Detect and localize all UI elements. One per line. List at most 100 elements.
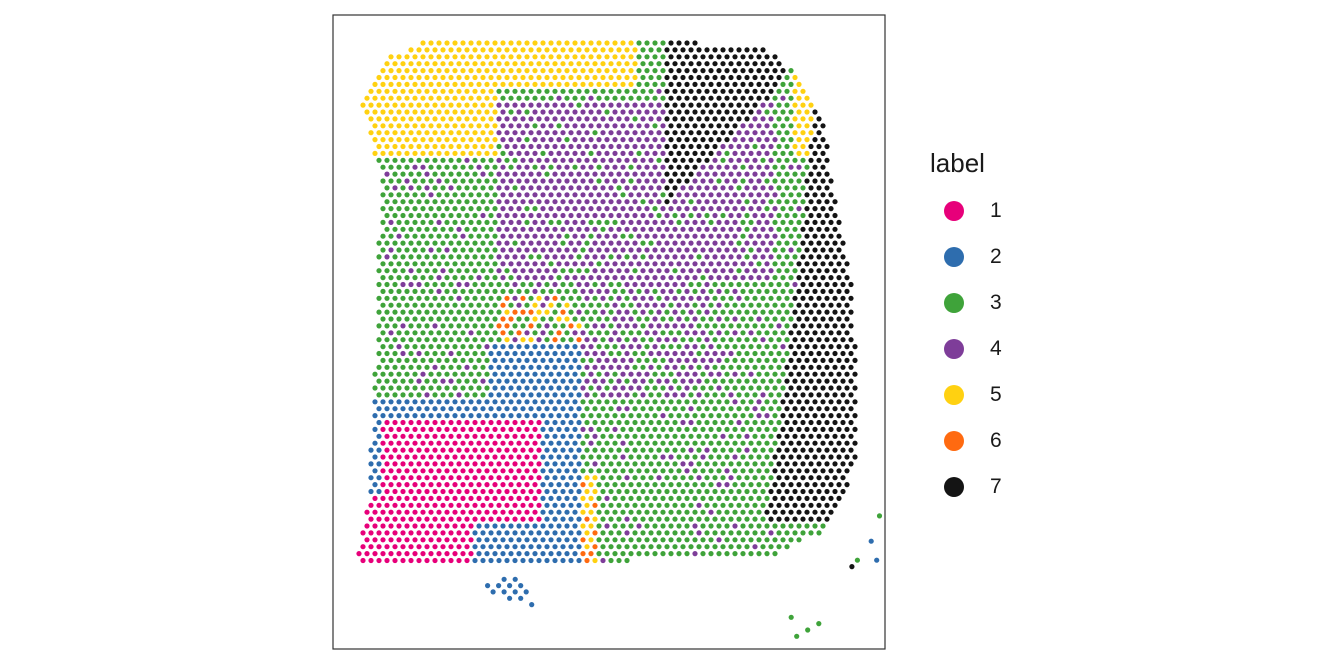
spot-label-7 — [804, 178, 810, 184]
spot-label-7 — [816, 185, 822, 191]
spot-label-3 — [656, 295, 662, 301]
spot-label-1 — [484, 495, 490, 501]
spot-label-5 — [416, 116, 422, 122]
spot-label-3 — [700, 316, 706, 322]
spot-label-1 — [500, 468, 506, 474]
spot-label-3 — [620, 413, 626, 419]
spot-label-3 — [404, 206, 410, 212]
spot-label-4 — [724, 178, 730, 184]
spot-label-4 — [544, 116, 550, 122]
spot-label-7 — [840, 433, 846, 439]
spot-label-7 — [828, 482, 834, 488]
spot-label-4 — [400, 323, 406, 329]
spot-label-7 — [804, 440, 810, 446]
spot-label-2 — [568, 502, 574, 508]
spot-label-4 — [748, 275, 754, 281]
spot-label-4 — [540, 178, 546, 184]
spot-label-3 — [600, 461, 606, 467]
spot-label-4 — [620, 219, 626, 225]
spot-label-3 — [748, 454, 754, 460]
spot-label-3 — [700, 344, 706, 350]
spot-label-3 — [608, 502, 614, 508]
spot-label-3 — [728, 309, 734, 315]
spot-label-3 — [752, 447, 758, 453]
spot-label-7 — [712, 88, 718, 94]
spot-label-7 — [684, 150, 690, 156]
spot-label-7 — [812, 247, 818, 253]
spot-label-3 — [428, 357, 434, 363]
spot-label-5 — [396, 95, 402, 101]
spot-label-7 — [696, 47, 702, 53]
spot-label-1 — [424, 530, 430, 536]
spot-label-3 — [448, 212, 454, 219]
spot-label-5 — [624, 61, 630, 67]
spot-label-3 — [452, 233, 458, 239]
spot-label-3 — [692, 302, 698, 308]
spot-label-2 — [560, 530, 566, 536]
spot-label-7 — [840, 419, 846, 426]
spot-label-3 — [492, 206, 498, 212]
spot-label-3 — [740, 440, 746, 446]
spot-label-5 — [448, 88, 454, 94]
spot-label-2 — [496, 392, 502, 398]
spot-label-3 — [608, 557, 614, 564]
spot-label-4 — [768, 143, 774, 150]
spot-label-3 — [460, 178, 466, 184]
spot-label-3 — [620, 551, 626, 557]
spot-label-3 — [412, 206, 418, 212]
spot-label-7 — [696, 102, 702, 108]
spot-label-3 — [600, 88, 606, 94]
spot-label-2 — [560, 447, 566, 453]
spot-label-7 — [808, 323, 814, 329]
spot-label-1 — [428, 537, 434, 543]
spot-label-4 — [652, 330, 658, 336]
spot-label-5 — [524, 81, 530, 87]
spot-label-3 — [604, 468, 610, 474]
spot-label-3 — [588, 357, 594, 363]
spot-label-4 — [508, 233, 514, 239]
spot-label-7 — [732, 95, 738, 101]
spot-label-4 — [680, 392, 686, 398]
spot-label-4 — [708, 344, 714, 350]
spot-label-3 — [660, 537, 666, 543]
spot-label-5 — [796, 150, 802, 156]
spot-label-3 — [468, 261, 474, 267]
spot-label-3 — [668, 495, 674, 501]
spot-label-3 — [772, 523, 778, 529]
spot-label-7 — [788, 413, 794, 419]
spot-label-7 — [664, 143, 670, 150]
spot-label-4 — [572, 247, 578, 253]
spot-label-3 — [592, 88, 598, 94]
spot-label-1 — [376, 544, 382, 550]
legend-label-1: 1 — [990, 199, 1002, 222]
spot-label-4 — [612, 426, 618, 432]
spot-label-3 — [392, 337, 398, 343]
spot-label-3 — [628, 440, 634, 446]
spot-label-3 — [668, 551, 674, 557]
spot-label-4 — [568, 143, 574, 150]
spot-label-3 — [772, 219, 778, 225]
spot-label-3 — [728, 516, 734, 522]
spot-label-1 — [520, 488, 526, 495]
spot-label-5 — [392, 143, 398, 150]
spot-label-3 — [448, 199, 454, 205]
spot-label-3 — [404, 247, 410, 253]
spot-label-1 — [400, 433, 406, 439]
spot-label-7 — [812, 192, 818, 198]
spot-label-3 — [608, 254, 614, 260]
spot-label-7 — [796, 509, 802, 515]
spot-label-3 — [376, 281, 382, 288]
spot-label-3 — [472, 309, 478, 315]
spot-label-4 — [576, 281, 582, 288]
spot-label-7 — [824, 488, 830, 495]
spot-label-5 — [468, 95, 474, 101]
spot-label-3 — [632, 544, 638, 550]
spot-label-2 — [476, 551, 482, 557]
spot-label-7 — [848, 281, 854, 288]
spot-label-7 — [804, 219, 810, 225]
spot-label-2 — [528, 364, 534, 370]
spot-label-3 — [636, 54, 642, 60]
spot-label-1 — [472, 502, 478, 508]
spot-label-3 — [400, 226, 406, 232]
